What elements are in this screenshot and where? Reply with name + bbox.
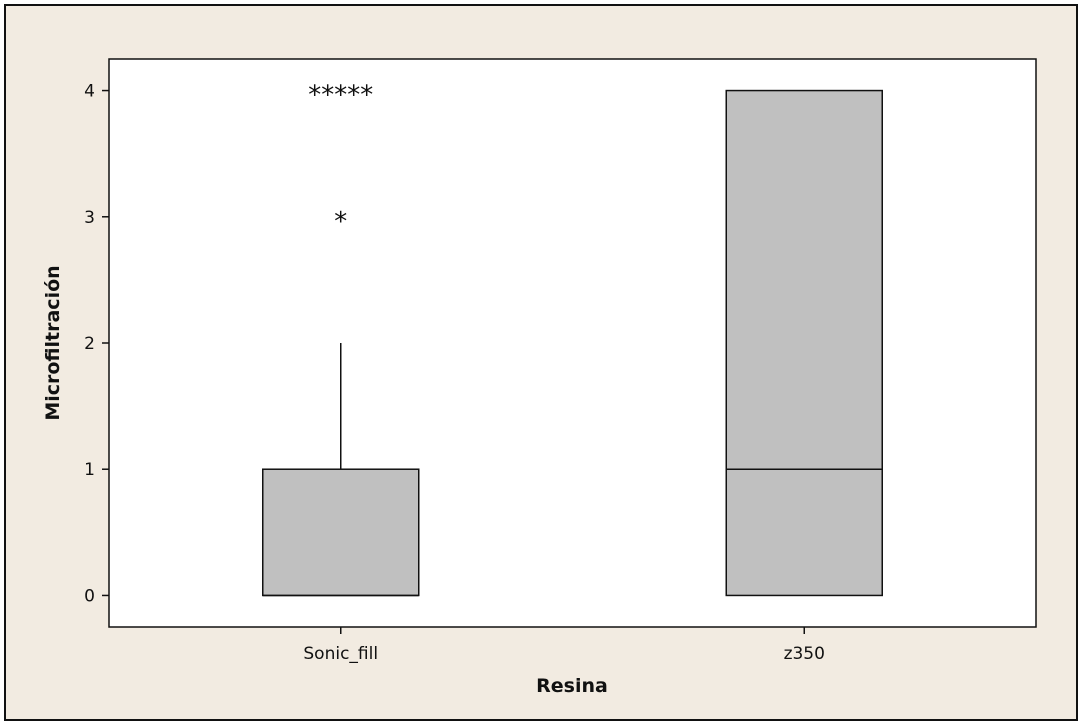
outlier-Sonic_fill-4-3: * — [333, 81, 349, 111]
y-tick-label-2: 2 — [84, 334, 95, 354]
y-tick-label-1: 1 — [84, 460, 95, 480]
y-tick-label-0: 0 — [84, 586, 95, 606]
y-axis: 0 1 2 3 4 — [84, 82, 109, 606]
box-z350 — [725, 89, 883, 597]
y-axis-title: Microfiltración — [42, 265, 64, 420]
outlier-Sonic_fill-4-1: * — [307, 81, 323, 111]
box-Sonic_fill — [262, 468, 420, 597]
boxes-layer: ****** — [262, 81, 883, 597]
y-tick-label-4: 4 — [84, 82, 95, 102]
x-axis-title: Resina — [536, 675, 608, 697]
plot-area — [108, 58, 1037, 628]
x-axis: Sonic_fill z350 — [303, 627, 825, 664]
x-tick-label-Sonic_fill: Sonic_fill — [303, 644, 378, 664]
outlier-Sonic_fill-4-4: * — [346, 81, 362, 111]
outlier-Sonic_fill-4-2: * — [320, 81, 336, 111]
x-tick-label-z350: z350 — [784, 644, 825, 664]
outlier-Sonic_fill-4-5: * — [359, 81, 375, 111]
y-tick-label-3: 3 — [84, 208, 95, 228]
outlier-Sonic_fill-3-1: * — [333, 207, 349, 237]
